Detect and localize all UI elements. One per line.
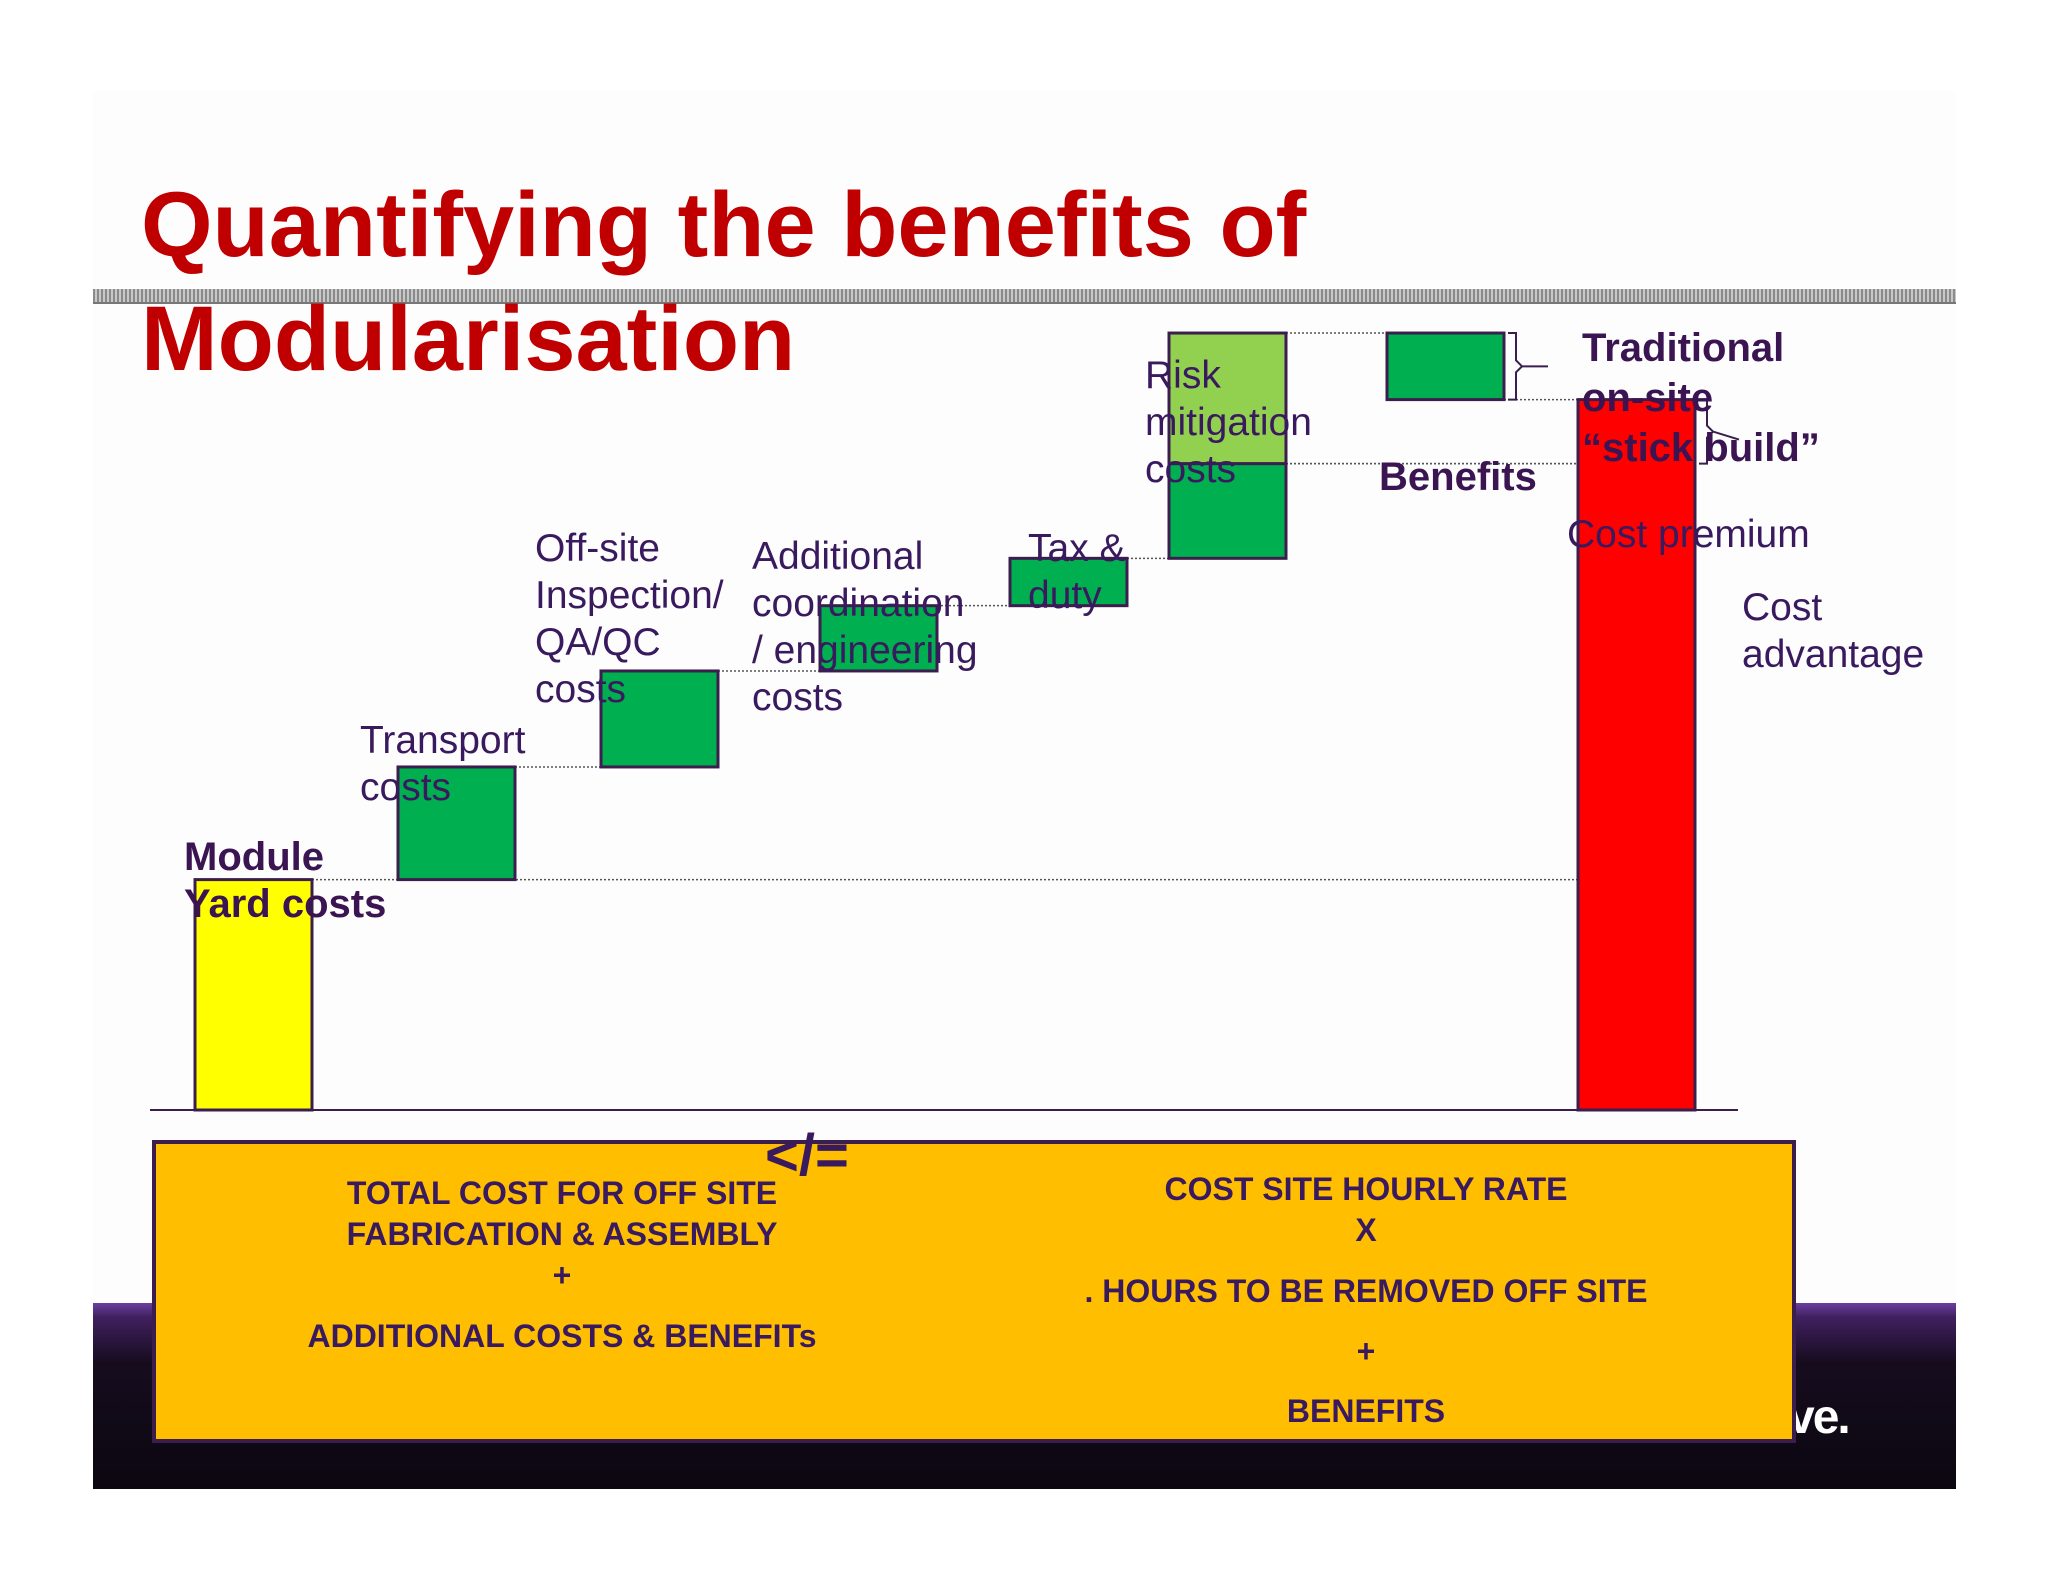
step-label-coordination: Additional coordination / engineering co… bbox=[752, 535, 978, 719]
waterfall-bar-0 bbox=[193, 878, 314, 1112]
formula-right-line3: BENEFITS bbox=[1286, 1393, 1446, 1429]
step-label-benefits: Benefits bbox=[1379, 455, 1537, 499]
footer-logo-fragment: ve. bbox=[1788, 1391, 1851, 1444]
waterfall-bar-2 bbox=[599, 669, 720, 769]
waterfall-bar-3 bbox=[818, 604, 939, 673]
slide-title: Quantifying the benefits of Modularisati… bbox=[141, 174, 1307, 390]
step-label-transport: Transport costs bbox=[360, 719, 526, 809]
waterfall-bar-5-upper bbox=[1167, 331, 1288, 466]
formula-left-plus: + bbox=[552, 1257, 572, 1293]
step-label-module-yard: Module Yard costs bbox=[184, 835, 387, 926]
waterfall-bar-4 bbox=[1008, 556, 1129, 608]
step-label-traditional: Traditional on-site “stick build” bbox=[1582, 326, 1820, 470]
formula-box bbox=[152, 1140, 1796, 1443]
formula-right-plus: + bbox=[1356, 1333, 1376, 1369]
title-rule bbox=[93, 289, 1956, 304]
formula-left-line1: TOTAL COST FOR OFF SITE FABRICATION & AS… bbox=[346, 1175, 778, 1252]
waterfall-bar-6 bbox=[1385, 331, 1506, 402]
formula-right-line2: . HOURS TO BE REMOVED OFF SITE bbox=[1084, 1273, 1648, 1309]
annotation-cost-premium: Cost premium bbox=[1567, 513, 1810, 556]
waterfall-bar-7 bbox=[1576, 398, 1697, 1112]
waterfall-bar-5 bbox=[1167, 462, 1288, 560]
step-label-risk-mitigation: Risk mitigation costs bbox=[1145, 354, 1312, 491]
annotation-cost-advantage: Cost advantage bbox=[1742, 586, 1925, 676]
formula-right-line1: COST SITE HOURLY RATE bbox=[1164, 1171, 1568, 1207]
formula-left-line2: ADDITIONAL COSTS & BENEFITs bbox=[307, 1318, 817, 1354]
step-label-inspection: Off-site Inspection/ QA/QC costs bbox=[535, 527, 724, 711]
formula-right-x: X bbox=[1355, 1212, 1377, 1248]
step-label-tax-duty: Tax & duty bbox=[1028, 527, 1126, 617]
waterfall-bar-1 bbox=[396, 765, 517, 882]
cost-premium-bracket bbox=[1508, 332, 1524, 401]
cost-advantage-leader bbox=[1712, 430, 1740, 441]
formula-operator: </= bbox=[765, 1123, 849, 1188]
